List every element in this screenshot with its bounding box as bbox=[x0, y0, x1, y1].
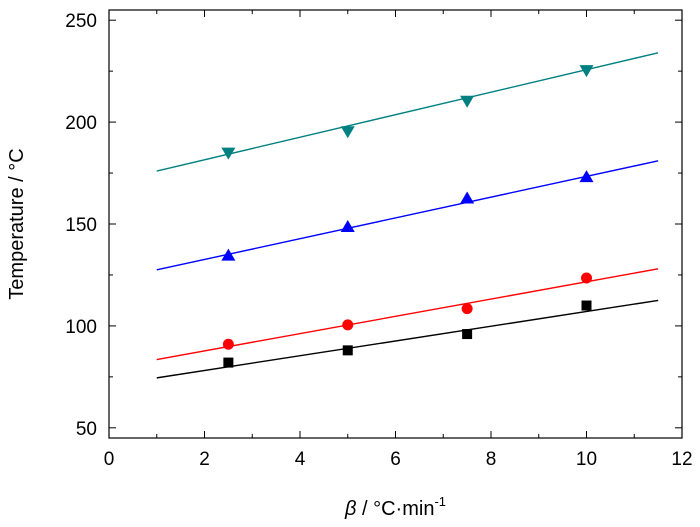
marker-triangle-up bbox=[340, 220, 355, 233]
x-tick-label: 4 bbox=[295, 449, 306, 470]
data-markers bbox=[221, 65, 594, 368]
y-axis-title: Temperature / °C bbox=[6, 148, 28, 299]
y-tick-label: 100 bbox=[65, 317, 97, 338]
x-axis-symbol: β bbox=[344, 498, 356, 520]
x-tick-label: 10 bbox=[576, 449, 597, 470]
x-tick-labels: 0 2 4 6 8 10 12 bbox=[104, 449, 693, 470]
y-tick-label: 150 bbox=[65, 215, 97, 236]
fit-line-3 bbox=[156, 160, 659, 271]
x-tick-label: 8 bbox=[486, 449, 497, 470]
marker-circle bbox=[222, 338, 234, 350]
fit-line-4 bbox=[156, 52, 659, 172]
y-tick-label: 50 bbox=[76, 419, 97, 440]
marker-triangle-down bbox=[579, 65, 594, 78]
y-tick-label: 200 bbox=[65, 113, 97, 134]
marker-triangle-up bbox=[221, 248, 236, 261]
marker-triangle-up bbox=[460, 191, 475, 204]
marker-triangle-down bbox=[460, 95, 475, 108]
marker-triangle-up bbox=[579, 170, 594, 183]
axis-ticks bbox=[108, 10, 683, 438]
marker-circle bbox=[581, 272, 592, 284]
marker-circle bbox=[342, 319, 354, 331]
marker-square bbox=[581, 300, 592, 311]
x-tick-label: 12 bbox=[671, 449, 692, 470]
y-tick-labels: 50 100 150 200 250 bbox=[65, 11, 97, 440]
plot-frame bbox=[108, 9, 683, 439]
x-axis-exponent: -1 bbox=[434, 494, 446, 509]
x-tick-label: 0 bbox=[104, 449, 115, 470]
x-axis-title: β / °C·min-1 bbox=[344, 494, 446, 520]
x-tick-label: 2 bbox=[199, 449, 210, 470]
fit-line-2 bbox=[156, 268, 659, 361]
fit-lines bbox=[156, 52, 659, 379]
marker-square bbox=[462, 329, 473, 340]
marker-triangle-down bbox=[221, 147, 236, 160]
fit-line-1 bbox=[156, 299, 659, 379]
marker-circle bbox=[461, 303, 473, 315]
y-tick-label: 250 bbox=[65, 11, 97, 32]
x-axis-unit: / °C·min bbox=[356, 498, 434, 520]
marker-square bbox=[342, 345, 353, 356]
x-tick-label: 6 bbox=[390, 449, 401, 470]
marker-square bbox=[223, 357, 234, 368]
marker-triangle-down bbox=[340, 126, 355, 139]
